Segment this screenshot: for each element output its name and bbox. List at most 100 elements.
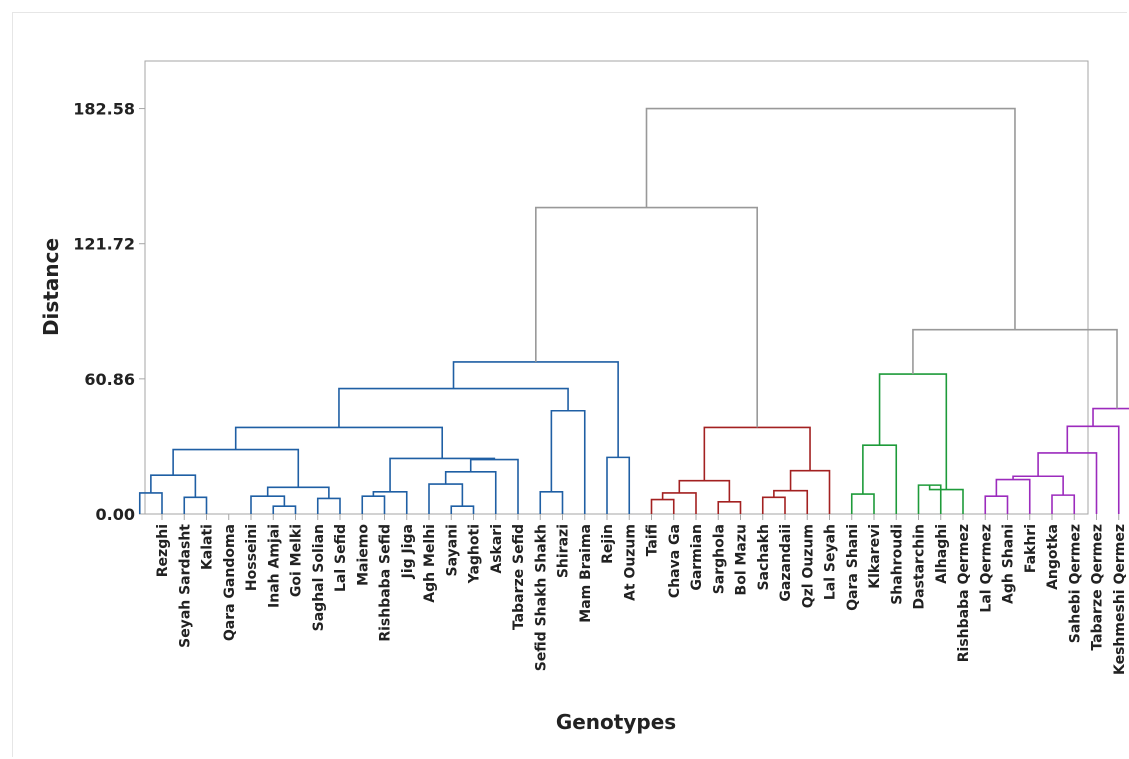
merge-link-19 [606, 456, 631, 514]
merge-link-43 [645, 107, 1016, 330]
merge-link-38 [1037, 452, 1098, 514]
leaf-label-27: Sachakh [756, 524, 772, 591]
leaf-label-19: Mam Braima [578, 524, 594, 623]
leaf-label-14: Yaghoti [467, 524, 483, 584]
merge-link-26 [773, 489, 809, 514]
leaf-label-43: Keshmeshi Qermez [1112, 524, 1128, 675]
merge-link-14 [389, 457, 496, 492]
merge-link-36 [1051, 494, 1076, 514]
merge-link-16 [539, 490, 564, 514]
leaf-label-31: Qara Shani [845, 524, 861, 611]
merge-link-3 [250, 495, 286, 514]
leaf-label-11: Jig Jiga [400, 524, 416, 579]
leaf-label-2: Kalati [200, 524, 216, 570]
y-tick-label-2: 121.72 [73, 235, 135, 254]
leaf-label-20: Rejin [600, 524, 616, 564]
leaf-label-23: Chava Ga [667, 524, 683, 598]
merge-link-18 [338, 387, 569, 428]
leaf-label-30: Lal Seyah [823, 524, 839, 600]
merge-link-2 [272, 505, 297, 514]
merge-link-1 [183, 496, 208, 514]
leaf-label-38: Agh Shani [1001, 524, 1017, 604]
merge-link-30 [862, 444, 898, 514]
y-axis-title: Distance [39, 238, 63, 336]
leaf-label-26: Bol Mazu [734, 524, 750, 595]
leaf-label-9: Maiemo [355, 524, 371, 586]
merge-link-35 [995, 478, 1031, 514]
leaf-label-29: Qzl Ouzum [800, 524, 816, 608]
leaf-label-35: Alhaghi [934, 524, 950, 584]
leaf-label-24: Garmian [689, 524, 705, 591]
merge-link-41 [535, 206, 758, 428]
merge-link-39 [1066, 425, 1120, 514]
x-axis-title: Genotypes [556, 710, 676, 734]
leaf-label-37: Lal Qermez [978, 524, 994, 613]
merge-link-22 [661, 492, 697, 514]
merge-link-7 [172, 448, 300, 488]
leaf-label-8: Lal Sefid [333, 524, 349, 592]
y-axis: 0.00 60.86 121.72 182.58 [73, 100, 145, 524]
merge-link-29 [850, 493, 875, 514]
leaf-label-39: Fakhri [1023, 524, 1039, 573]
leaf-label-6: Goi Melki [289, 524, 305, 597]
leaf-label-28: Gazandaii [778, 524, 794, 602]
leaf-label-15: Askari [489, 524, 505, 574]
figure-frame [12, 12, 1127, 757]
merge-link-9 [372, 490, 408, 514]
merge-link-5 [266, 486, 330, 499]
leaf-label-3: Qara Gandoma [222, 524, 238, 641]
leaf-label-5: Inah Amjai [266, 524, 282, 608]
leaf-label-0: Rezghi [155, 524, 171, 577]
leaf-label-17: Sefid Shakh Shakh [533, 524, 549, 671]
leaf-label-13: Sayani [444, 524, 460, 576]
merge-link-10 [450, 505, 475, 514]
merge-link-17 [550, 409, 586, 514]
leaf-label-12: Agh Melhi [422, 524, 438, 603]
merge-link-24 [678, 479, 731, 502]
merge-link-6 [150, 474, 197, 498]
merge-link-8 [361, 495, 386, 514]
merge-link-20 [452, 361, 619, 458]
merge-link-27 [789, 469, 831, 514]
leaf-label-16: Tabarze Sefid [511, 524, 527, 630]
merge-link-32 [928, 485, 964, 514]
merge-link-28 [703, 426, 811, 481]
dendrogram-links [138, 107, 1129, 514]
leaf-label-7: Saghal Solian [311, 524, 327, 631]
merge-link-23 [717, 500, 742, 514]
leaf-label-34: Dastarchin [912, 524, 928, 609]
leaf-label-33: Shahroudi [889, 524, 905, 605]
merge-link-40 [1092, 407, 1129, 427]
merge-link-34 [984, 495, 1009, 514]
leaf-label-1: Seyah Sardasht [177, 524, 193, 648]
merge-link-42 [912, 328, 1118, 409]
merge-link-12 [444, 471, 497, 514]
leaf-label-4: Hosseini [244, 524, 260, 591]
leaf-label-25: Sarghola [711, 524, 727, 594]
leaf-label-40: Angotka [1045, 524, 1061, 590]
merge-link-25 [761, 496, 786, 514]
y-tick-label-3: 182.58 [73, 100, 135, 119]
merge-link-15 [234, 426, 444, 459]
merge-link-21 [650, 498, 675, 514]
leaf-label-22: Taifi [645, 524, 661, 556]
y-tick-label-1: 60.86 [84, 370, 135, 389]
merge-link-4 [316, 497, 341, 514]
merge-link-0 [138, 492, 163, 514]
plot-area [144, 60, 1089, 515]
leaf-labels: Rezghi Seyah Sardasht Kalati Qara Gandoma Ho… [155, 524, 1128, 675]
leaf-label-10: Rishbaba Sefid [378, 524, 394, 642]
leaf-label-42: Tabarze Qermez [1090, 524, 1106, 651]
merge-link-13 [469, 458, 519, 514]
merge-link-11 [428, 483, 464, 514]
leaf-label-21: At Ouzum [622, 524, 638, 601]
leaf-label-32: Klkarevi [867, 524, 883, 589]
leaf-label-18: Shirazi [556, 524, 572, 578]
leaf-label-41: Sahebi Qermez [1067, 524, 1083, 643]
merge-link-33 [878, 373, 948, 490]
leaf-label-36: Rishbaba Qermez [956, 524, 972, 662]
leaf-ticks [161, 514, 1120, 520]
y-tick-label-0: 0.00 [96, 505, 135, 524]
